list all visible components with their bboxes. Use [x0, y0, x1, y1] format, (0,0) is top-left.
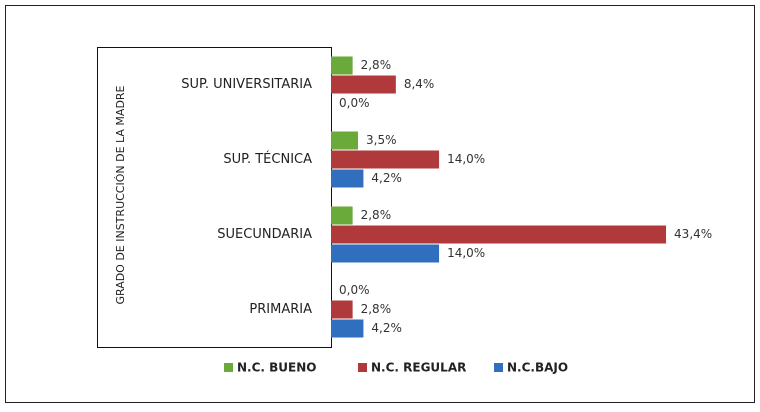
bar — [331, 75, 396, 94]
value-label: 3,5% — [366, 133, 397, 147]
legend-label: N.C. REGULAR — [371, 361, 466, 375]
value-label: 43,4% — [674, 227, 712, 241]
value-label: 14,0% — [447, 152, 485, 166]
bar — [331, 300, 353, 319]
y-tick-label: SUECUNDARIA — [217, 227, 312, 242]
y-tick-label: PRIMARIA — [249, 302, 312, 317]
bar — [331, 206, 353, 225]
bar — [331, 225, 667, 244]
value-label: 8,4% — [404, 77, 435, 91]
bar — [331, 150, 440, 169]
y-axis-title: GRADO DE INSTRUCCIÓN DE LA MADRE — [114, 85, 127, 304]
value-label: 14,0% — [447, 246, 485, 260]
value-label: 0,0% — [339, 96, 370, 110]
bar — [331, 131, 359, 150]
value-label: 0,0% — [339, 283, 370, 297]
legend-label: N.C.BAJO — [507, 361, 568, 375]
value-label: 2,8% — [361, 302, 392, 316]
bar — [331, 319, 364, 338]
legend-swatch — [224, 363, 233, 372]
value-label: 4,2% — [371, 171, 402, 185]
y-tick-label: SUP. UNIVERSITARIA — [181, 77, 312, 92]
y-tick-label: SUP. TÉCNICA — [223, 151, 312, 167]
legend-swatch — [494, 363, 503, 372]
bar — [331, 56, 353, 75]
value-label: 4,2% — [371, 321, 402, 335]
label-box — [97, 47, 332, 348]
value-label: 2,8% — [361, 208, 392, 222]
bar — [331, 169, 364, 188]
legend-label: N.C. BUENO — [237, 361, 316, 375]
legend-swatch — [358, 363, 367, 372]
bar — [331, 244, 440, 263]
value-label: 2,8% — [361, 58, 392, 72]
